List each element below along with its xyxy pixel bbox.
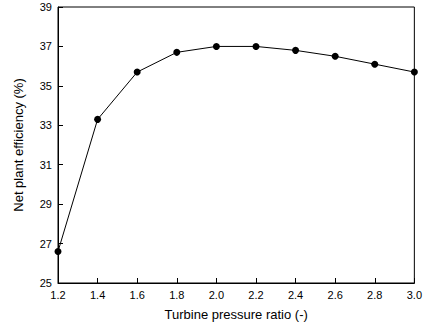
svg-text:1.2: 1.2	[50, 289, 65, 301]
svg-text:35: 35	[40, 80, 52, 92]
svg-text:1.6: 1.6	[130, 289, 145, 301]
svg-text:2.6: 2.6	[328, 289, 343, 301]
svg-text:2.4: 2.4	[288, 289, 303, 301]
svg-text:33: 33	[40, 119, 52, 131]
svg-text:29: 29	[40, 198, 52, 210]
svg-text:Turbine pressure ratio (-): Turbine pressure ratio (-)	[165, 307, 308, 322]
svg-text:27: 27	[40, 238, 52, 250]
svg-text:1.8: 1.8	[169, 289, 184, 301]
svg-text:3.0: 3.0	[407, 289, 422, 301]
svg-text:Net plant efficiency (%): Net plant efficiency (%)	[11, 78, 26, 211]
svg-text:39: 39	[40, 1, 52, 13]
svg-text:31: 31	[40, 159, 52, 171]
svg-text:25: 25	[40, 277, 52, 289]
svg-text:1.4: 1.4	[90, 289, 105, 301]
svg-text:2.0: 2.0	[209, 289, 224, 301]
svg-text:2.8: 2.8	[367, 289, 382, 301]
svg-text:37: 37	[40, 40, 52, 52]
svg-text:2.2: 2.2	[248, 289, 263, 301]
